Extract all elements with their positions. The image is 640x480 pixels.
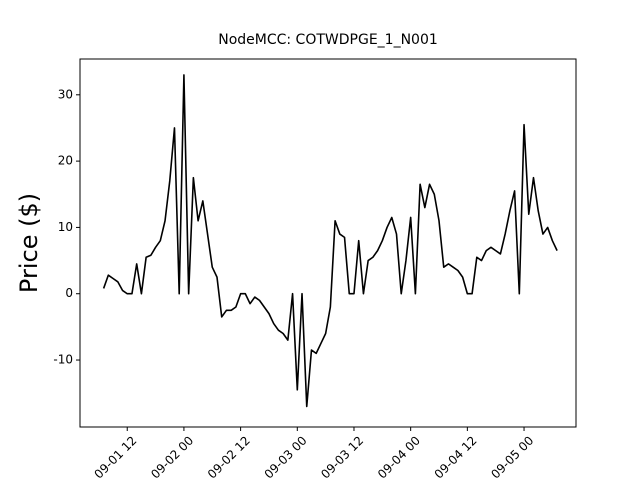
chart-title: NodeMCC: COTWDPGE_1_N001 [218, 32, 438, 48]
y-axis-label: Price ($) [15, 193, 43, 293]
y-tick-label: 20 [58, 154, 73, 168]
y-tick-label: 10 [58, 220, 73, 234]
plot-frame [79, 58, 577, 428]
y-tick-label: -10 [53, 353, 73, 367]
price-line [102, 74, 558, 408]
y-tick-label: 30 [58, 87, 73, 101]
y-tick-label: 0 [65, 286, 73, 300]
